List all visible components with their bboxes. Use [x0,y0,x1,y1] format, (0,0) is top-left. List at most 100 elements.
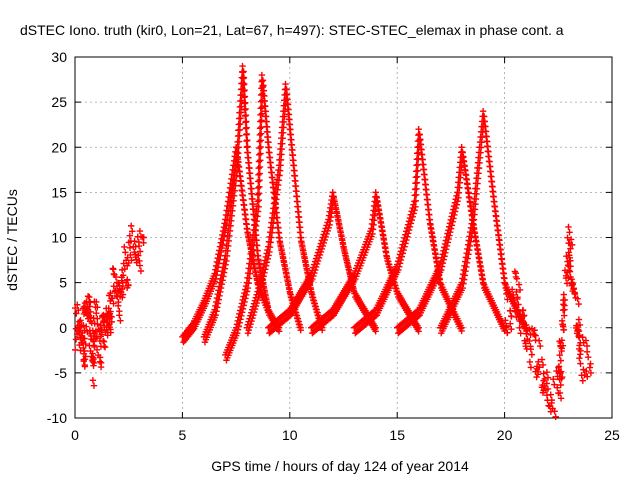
data-point [543,368,551,376]
data-point [554,384,561,391]
data-point [121,243,128,251]
axis-ticks: 0 5 10 15 20 25 -10 -5 0 5 10 15 20 25 30 [47,49,620,443]
data-point [81,363,89,370]
data-point [126,232,134,239]
data-point [89,350,96,357]
data-point [415,324,422,331]
data-point [310,272,317,280]
data-point [241,86,248,94]
data-point [411,206,418,214]
data-point [276,238,284,245]
data-point [264,302,271,310]
data-point [407,220,415,227]
data-point [379,231,387,238]
data-point [465,251,472,258]
data-point [312,266,319,274]
data-point [528,351,536,358]
data-point [93,310,100,317]
data-point [118,288,125,296]
data-point [575,333,582,340]
data-point [84,293,92,300]
data-point [90,362,97,369]
data-point [240,302,247,309]
data-point [504,329,511,336]
data-point [126,244,134,252]
data-point [257,286,264,294]
data-point [300,249,307,257]
x-axis-label: GPS time / hours of day 124 of year 2014 [211,458,469,474]
data-point [449,218,456,226]
x-tick-label: 20 [497,427,513,443]
data-point [261,269,268,276]
data-point [474,249,482,257]
data-point [77,334,84,341]
data-point [468,234,475,241]
data-point [539,361,547,369]
data-point [468,230,476,237]
data-point [251,305,259,313]
data-point [277,162,284,169]
data-point [531,331,538,338]
data-point [279,135,286,142]
data-point [257,157,264,164]
data-point [552,413,559,420]
data-point [443,242,451,250]
data-point [243,137,250,145]
data-point [479,275,486,282]
data-point [310,297,318,304]
data-point [214,304,221,311]
data-point [255,151,263,159]
data-point [301,257,309,264]
data-point [346,267,353,275]
data-point [566,240,573,247]
data-point [533,373,540,381]
data-point [106,323,113,331]
data-point [127,222,135,230]
data-point [255,190,263,197]
data-point [254,191,262,198]
data-point [297,324,304,331]
y-tick-label: 15 [51,184,67,200]
data-point [332,204,340,212]
data-point [253,275,261,282]
data-point [551,381,558,388]
data-point [535,358,542,366]
data-point [472,233,479,240]
x-tick-label: 0 [71,427,79,443]
data-point [412,197,420,204]
data-point [461,272,469,279]
data-point [320,239,328,247]
data-point [566,252,573,259]
data-point [87,299,94,306]
data-point [264,255,271,263]
data-point [118,274,125,281]
data-point [336,223,343,231]
data-point [396,260,404,267]
data-point [399,250,406,257]
data-point [575,345,583,353]
data-point [257,283,265,290]
data-point [472,237,480,244]
data-point [249,314,256,322]
data-point [279,253,287,261]
data-point [297,234,304,241]
data-point [439,259,447,267]
data-point [107,289,114,297]
data-point [265,306,272,313]
data-point [567,236,575,243]
data-point [556,352,563,359]
data-point [551,408,558,415]
data-point [112,273,120,281]
data-point [432,254,440,261]
data-point [124,276,131,284]
data-point [247,320,254,328]
data-point [373,197,381,204]
data-point [341,250,349,257]
data-point [550,376,557,383]
data-point [384,255,391,262]
data-point [507,320,514,327]
data-point [376,214,384,221]
data-point [515,281,523,288]
data-point [257,143,264,151]
